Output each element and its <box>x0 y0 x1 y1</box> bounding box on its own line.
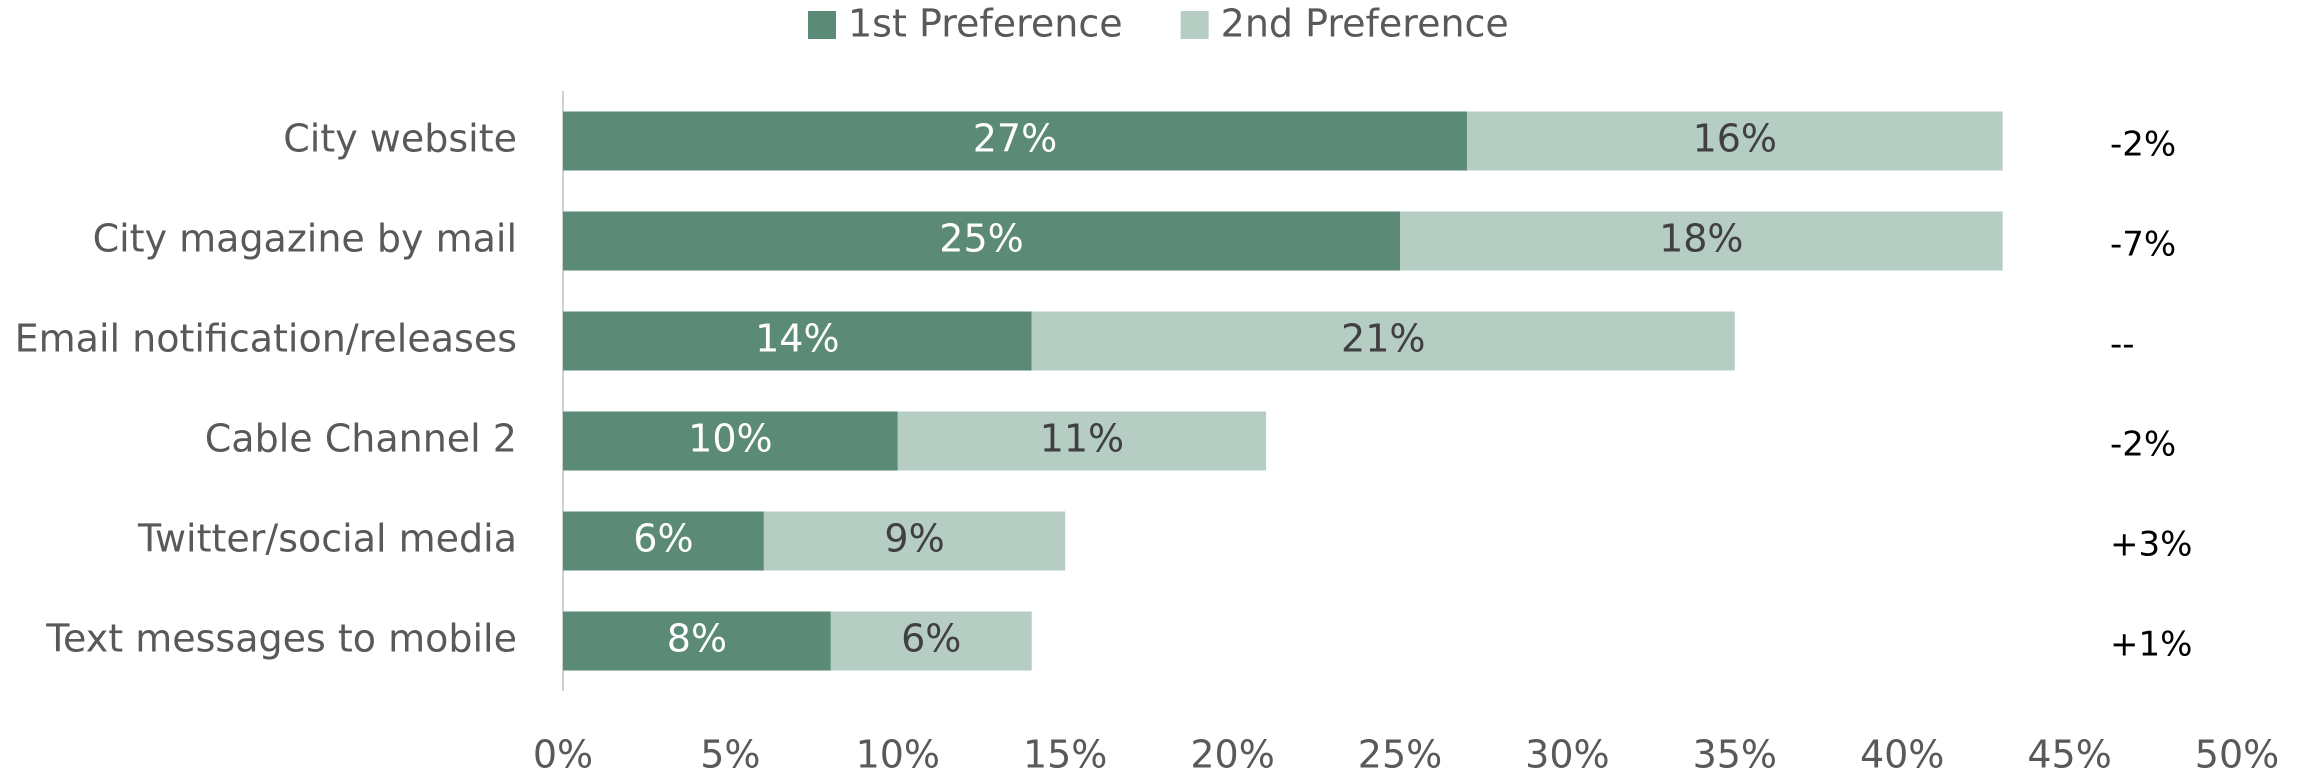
change-label: +3% <box>2110 525 2192 565</box>
change-label: -7% <box>2110 225 2176 265</box>
data-label: 14% <box>755 317 839 361</box>
bar-segment <box>563 511 764 571</box>
bar-segment <box>897 411 1267 471</box>
legend-label: 2nd Preference <box>1221 2 1509 46</box>
bar-segment <box>1466 111 2003 171</box>
data-label: 16% <box>1693 117 1777 161</box>
change-label: -2% <box>2110 425 2176 465</box>
data-label: 27% <box>973 117 1057 161</box>
bar-segment <box>830 611 1032 671</box>
bar-segment <box>1400 211 2003 271</box>
x-tick-label: 10% <box>856 733 940 777</box>
bar-segment <box>563 411 898 471</box>
data-label: 8% <box>667 617 727 661</box>
x-tick-label: 5% <box>700 733 760 777</box>
change-label: -- <box>2110 325 2135 365</box>
data-label: 9% <box>884 517 944 561</box>
legend-label: 1st Preference <box>848 2 1123 46</box>
bar-segment <box>563 211 1400 271</box>
x-tick-label: 0% <box>533 733 593 777</box>
x-tick-label: 15% <box>1023 733 1107 777</box>
bar-segment <box>1031 311 1735 371</box>
change-label: +1% <box>2110 625 2192 665</box>
x-tick-label: 40% <box>1860 733 1944 777</box>
y-tick-label: Email notification/releases <box>15 317 517 361</box>
x-tick-label: 30% <box>1525 733 1609 777</box>
y-tick-label: City website <box>283 117 517 161</box>
y-tick-label: City magazine by mail <box>93 217 517 261</box>
y-tick-label: Twitter/social media <box>137 517 517 561</box>
x-tick-label: 45% <box>2027 733 2111 777</box>
bar-segment <box>563 311 1032 371</box>
data-label: 10% <box>688 417 772 461</box>
data-label: 18% <box>1659 217 1743 261</box>
bar-segment <box>563 111 1467 171</box>
data-label: 11% <box>1040 417 1124 461</box>
legend-swatch <box>808 11 836 39</box>
data-label: 6% <box>901 617 961 661</box>
change-label: -2% <box>2110 125 2176 165</box>
y-tick-label: Text messages to mobile <box>45 617 517 661</box>
data-label: 21% <box>1341 317 1425 361</box>
legend-swatch <box>1180 11 1209 39</box>
x-tick-label: 20% <box>1190 733 1274 777</box>
y-tick-label: Cable Channel 2 <box>205 417 517 461</box>
bar-segment <box>763 511 1066 571</box>
x-tick-label: 50% <box>2195 733 2279 777</box>
x-tick-label: 35% <box>1693 733 1777 777</box>
bar-segment <box>563 611 831 671</box>
data-label: 25% <box>939 217 1023 261</box>
data-label: 6% <box>633 517 693 561</box>
x-tick-label: 25% <box>1358 733 1442 777</box>
